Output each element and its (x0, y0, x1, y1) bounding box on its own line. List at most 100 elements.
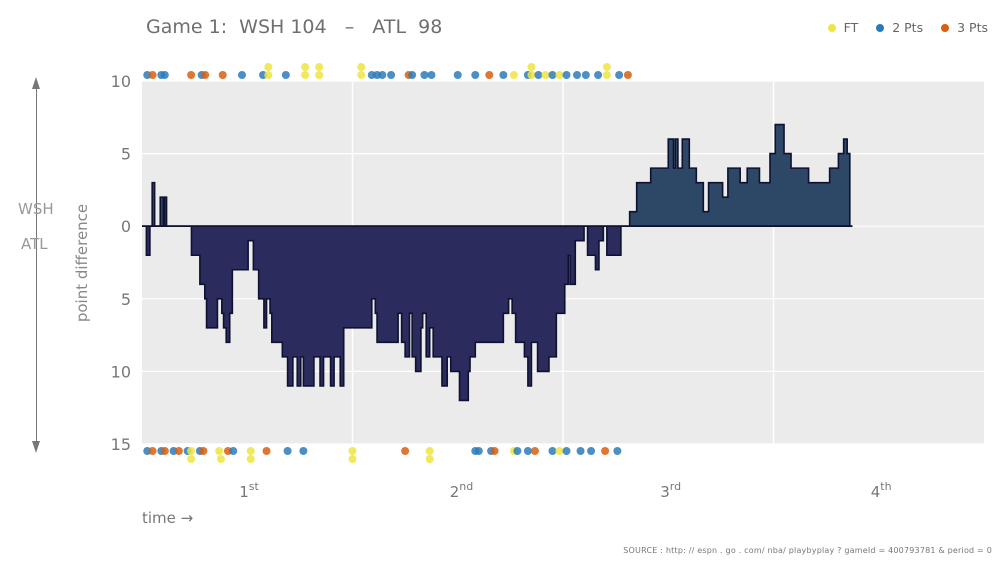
score-event-dot (301, 63, 310, 71)
score-event-dot (246, 447, 255, 455)
score-event-dot (474, 447, 483, 455)
arrow-up-icon (32, 77, 40, 89)
score-event-dot (160, 71, 169, 79)
score-event-dot (281, 71, 290, 79)
score-event-dot (187, 71, 196, 79)
score-event-dot (315, 63, 324, 71)
score-event-dot (527, 63, 536, 71)
score-event-dot (562, 447, 571, 455)
score-event-dot (264, 63, 273, 71)
legend-item-3pts: 3 Pts (941, 20, 988, 35)
score-event-dot (427, 71, 436, 79)
score-event-dot (513, 447, 522, 455)
chart-title: Game 1: WSH 104 – ATL 98 (146, 16, 443, 38)
score-event-dot (453, 71, 462, 79)
legend-dot-ft (827, 23, 836, 32)
score-event-dot (299, 447, 308, 455)
score-event-dot (315, 71, 324, 79)
score-event-dot (425, 455, 434, 463)
score-event-dot (216, 455, 225, 463)
score-event-dot (499, 71, 508, 79)
score-event-dot (594, 71, 603, 79)
y-tick-label: 10 (111, 362, 131, 381)
score-event-dot (148, 447, 157, 455)
score-event-dot (237, 71, 246, 79)
score-event-dot (218, 71, 227, 79)
side-label-wsh: WSH (18, 200, 54, 218)
score-event-dot (357, 71, 366, 79)
legend-dot-2pts (876, 23, 885, 32)
score-event-dot (555, 447, 564, 455)
score-event-dot (387, 71, 396, 79)
legend-label-ft: FT (843, 20, 859, 35)
score-event-dot (408, 71, 417, 79)
score-event-dot (229, 447, 238, 455)
vertical-arrow-line (36, 88, 37, 442)
score-event-dot (576, 447, 585, 455)
legend: FT 2 Pts 3 Pts (827, 20, 988, 35)
score-event-dot (301, 71, 310, 79)
score-event-dot (420, 71, 429, 79)
score-event-dot (187, 447, 196, 455)
period-label: 2nd (450, 480, 474, 501)
score-event-dot (246, 455, 255, 463)
score-event-dot (348, 447, 357, 455)
score-event-dot (602, 63, 611, 71)
score-event-dot (471, 71, 480, 79)
score-event-dot (562, 71, 571, 79)
score-event-dot (548, 447, 557, 455)
legend-label-2pts: 2 Pts (892, 20, 924, 35)
score-event-dot (378, 71, 387, 79)
score-event-dot (283, 447, 292, 455)
score-event-dot (485, 71, 494, 79)
score-event-dot (509, 71, 518, 79)
score-event-dot (601, 447, 610, 455)
score-event-dot (187, 455, 196, 463)
score-event-dot (348, 455, 357, 463)
score-event-dot (262, 447, 271, 455)
arrow-down-icon (32, 441, 40, 453)
score-event-dot (602, 71, 611, 79)
area-atl-lead (142, 225, 853, 402)
score-event-dot (587, 447, 596, 455)
y-tick-label: 10 (111, 72, 131, 91)
score-event-dot (174, 447, 183, 455)
score-event-dot (357, 63, 366, 71)
score-event-dot (623, 71, 632, 79)
legend-dot-3pts (941, 23, 950, 32)
score-event-dot (215, 447, 224, 455)
legend-item-2pts: 2 Pts (876, 20, 923, 35)
x-axis-label: time → (142, 509, 194, 527)
score-event-dot (523, 447, 532, 455)
score-event-dot (534, 71, 543, 79)
score-event-dot (555, 71, 564, 79)
score-event-dot (573, 71, 582, 79)
score-event-dot (401, 447, 410, 455)
y-tick-label: 5 (121, 145, 131, 164)
period-label: 4th (871, 480, 892, 501)
score-event-dot (548, 71, 557, 79)
y-tick-label: 15 (111, 435, 131, 454)
score-event-dot (201, 71, 210, 79)
score-event-dot (581, 71, 590, 79)
legend-label-3pts: 3 Pts (957, 20, 988, 35)
score-event-dot (613, 447, 622, 455)
score-event-dot (199, 447, 208, 455)
score-event-dot (490, 447, 499, 455)
period-label: 3rd (660, 480, 681, 501)
score-event-dot (530, 447, 539, 455)
source-note: SOURCE : http: // espn . go . com/ nba/ … (623, 546, 992, 555)
y-tick-label: 0 (121, 217, 131, 236)
y-tick-label: 5 (121, 290, 131, 309)
score-event-dot (615, 71, 624, 79)
score-event-dot (160, 447, 169, 455)
score-event-dot (527, 71, 536, 79)
score-event-dot (425, 447, 434, 455)
period-label: 1st (239, 480, 259, 501)
side-label-atl: ATL (21, 235, 48, 253)
score-event-dot (148, 71, 157, 79)
legend-item-ft: FT (827, 20, 859, 35)
score-event-dot (264, 71, 273, 79)
score-event-dot (541, 71, 550, 79)
